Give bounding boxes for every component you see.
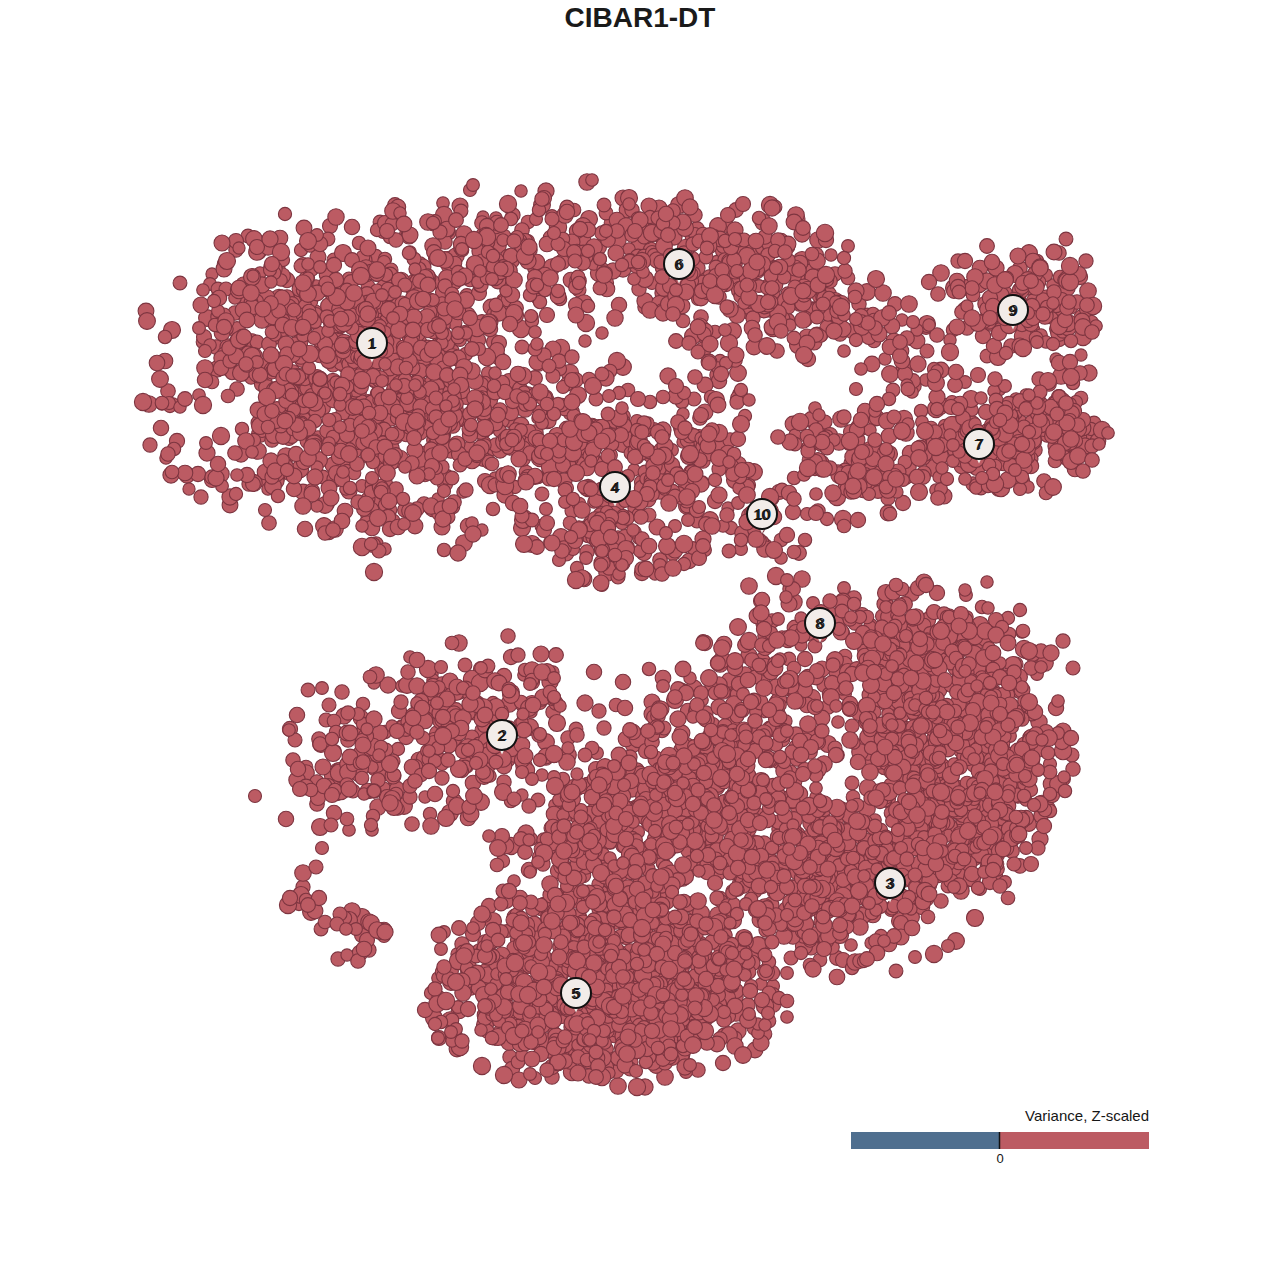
svg-text:3: 3 xyxy=(886,875,894,892)
svg-text:Variance, Z-scaled: Variance, Z-scaled xyxy=(1025,1107,1149,1124)
svg-text:1: 1 xyxy=(368,335,376,352)
svg-text:6: 6 xyxy=(675,256,683,273)
svg-text:10: 10 xyxy=(754,506,771,523)
svg-text:0: 0 xyxy=(996,1151,1003,1166)
svg-text:8: 8 xyxy=(816,615,824,632)
svg-text:9: 9 xyxy=(1009,302,1017,319)
svg-text:5: 5 xyxy=(572,985,580,1002)
svg-text:7: 7 xyxy=(975,436,983,453)
svg-text:2: 2 xyxy=(498,727,506,744)
svg-text:4: 4 xyxy=(611,479,619,496)
